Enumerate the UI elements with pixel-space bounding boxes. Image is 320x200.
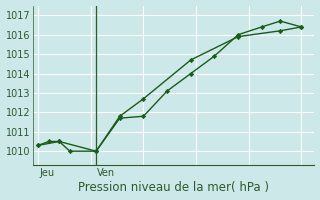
- X-axis label: Pression niveau de la mer( hPa ): Pression niveau de la mer( hPa ): [78, 181, 269, 194]
- Text: Ven: Ven: [97, 168, 116, 178]
- Text: Jeu: Jeu: [40, 168, 55, 178]
